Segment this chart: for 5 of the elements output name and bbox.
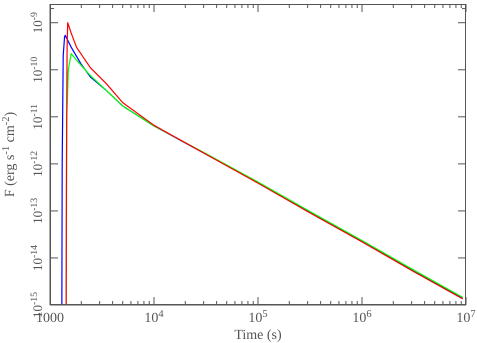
x-tick-label: 10$^{4}$ <box>144 308 164 326</box>
x-tick-label: 10$^{6}$ <box>352 308 372 326</box>
x-tick-label: 10$^{7}$ <box>456 308 476 326</box>
x-tick-label: 10$^{5}$ <box>248 308 268 326</box>
x-axis-title: Time (s) <box>234 328 282 343</box>
